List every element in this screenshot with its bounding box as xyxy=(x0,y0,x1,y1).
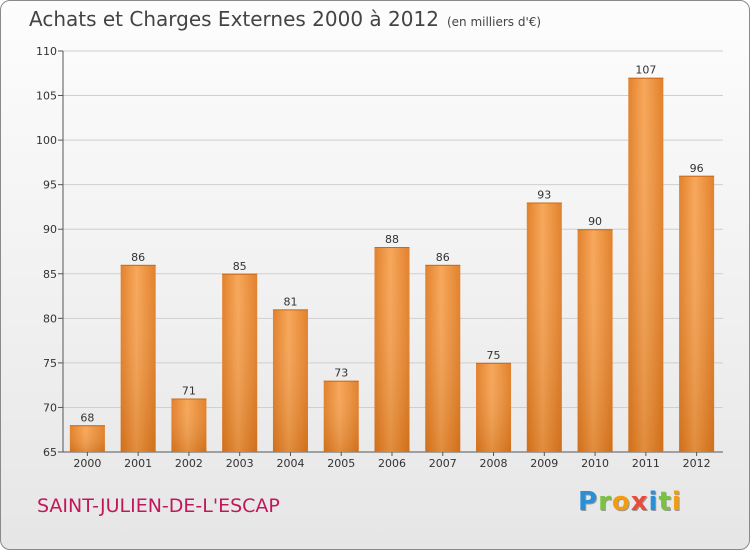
bar-shade xyxy=(272,309,308,452)
data-label: 107 xyxy=(635,64,656,77)
bar-shade xyxy=(171,398,207,452)
bar-shade xyxy=(425,264,461,452)
data-label: 88 xyxy=(385,233,399,246)
x-tick-label: 2005 xyxy=(327,457,355,470)
data-label: 71 xyxy=(182,385,196,398)
x-tick-label: 2006 xyxy=(378,457,406,470)
x-tick-label: 2009 xyxy=(530,457,558,470)
x-tick-label: 2003 xyxy=(226,457,254,470)
logo-letter: x xyxy=(630,487,649,517)
data-label: 81 xyxy=(283,295,297,308)
y-tick-label: 70 xyxy=(43,401,57,414)
y-tick-label: 105 xyxy=(36,90,57,103)
chart-title: Achats et Charges Externes 2000 à 2012 (e… xyxy=(29,7,541,31)
y-tick-label: 75 xyxy=(43,357,57,370)
bar-shade xyxy=(374,247,410,452)
bar-shade xyxy=(679,175,715,452)
x-tick-label: 2000 xyxy=(73,457,101,470)
bar-shade xyxy=(323,380,359,452)
chart-title-text: Achats et Charges Externes 2000 à 2012 xyxy=(29,7,439,31)
logo-letter: P xyxy=(578,487,599,517)
bar-shade xyxy=(526,202,562,452)
x-tick-label: 2001 xyxy=(124,457,152,470)
x-tick-label: 2011 xyxy=(632,457,660,470)
place-name: SAINT-JULIEN-DE-L'ESCAP xyxy=(37,495,280,517)
x-tick-label: 2007 xyxy=(429,457,457,470)
bar-shade xyxy=(222,273,258,452)
logo-letter: t xyxy=(658,487,672,517)
bar-shade xyxy=(69,425,105,452)
x-tick-label: 2012 xyxy=(683,457,711,470)
y-tick-label: 100 xyxy=(36,134,57,147)
x-tick-label: 2008 xyxy=(480,457,508,470)
x-tick-label: 2002 xyxy=(175,457,203,470)
proxiti-logo: Proxiti xyxy=(578,487,682,517)
y-tick-label: 80 xyxy=(43,312,57,325)
y-tick-label: 65 xyxy=(43,446,57,459)
y-tick-label: 110 xyxy=(36,45,57,58)
bar-shade xyxy=(577,229,613,452)
data-label: 68 xyxy=(80,411,94,424)
chart-subtitle: (en milliers d'€) xyxy=(446,15,542,29)
data-label: 96 xyxy=(690,162,704,175)
x-tick-label: 2004 xyxy=(276,457,304,470)
y-tick-label: 95 xyxy=(43,179,57,192)
data-label: 75 xyxy=(487,349,501,362)
data-label: 93 xyxy=(537,188,551,201)
x-tick-label: 2010 xyxy=(581,457,609,470)
logo-letter: i xyxy=(671,487,682,517)
y-tick-label: 85 xyxy=(43,268,57,281)
logo-letter: i xyxy=(648,487,659,517)
data-label: 73 xyxy=(334,367,348,380)
data-label: 90 xyxy=(588,215,602,228)
logo-letter: o xyxy=(611,487,631,517)
data-label: 86 xyxy=(436,251,450,264)
data-label: 85 xyxy=(233,260,247,273)
data-label: 86 xyxy=(131,251,145,264)
logo-letter: r xyxy=(598,487,612,517)
bar-shade xyxy=(120,264,156,452)
bar-shade xyxy=(476,362,512,452)
y-tick-label: 90 xyxy=(43,223,57,236)
bar-shade xyxy=(628,77,664,452)
